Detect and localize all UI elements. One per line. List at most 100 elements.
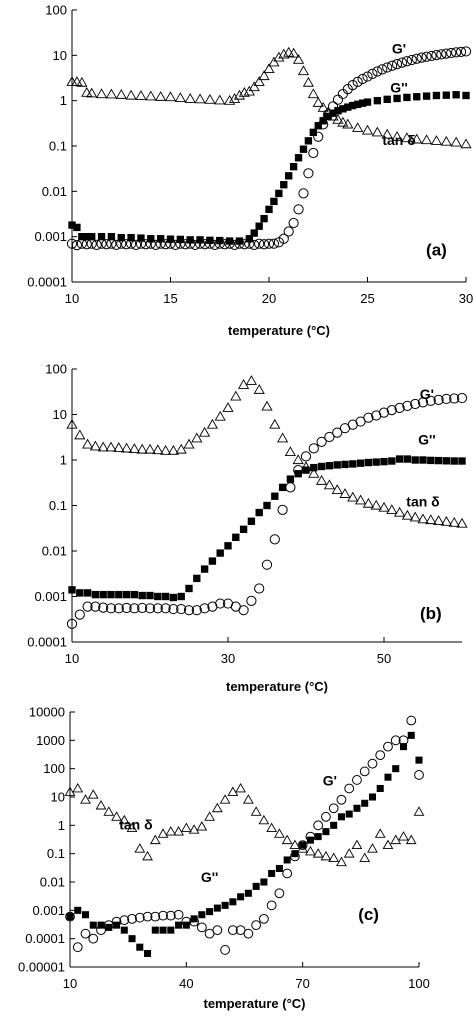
data-point-triangle xyxy=(111,811,122,821)
data-point-square xyxy=(161,592,170,601)
data-point-triangle xyxy=(391,131,403,141)
data-point-triangle xyxy=(228,93,241,103)
data-point-triangle xyxy=(222,402,234,412)
data-point-square xyxy=(329,109,337,117)
data-point-circle xyxy=(332,427,343,438)
data-point-triangle xyxy=(97,441,109,452)
data-point-circle xyxy=(431,50,442,61)
data-point-circle xyxy=(170,239,181,250)
data-point-triangle xyxy=(80,794,91,804)
data-point-circle xyxy=(375,750,386,761)
data-point-triangle xyxy=(315,475,328,485)
data-point-circle xyxy=(90,601,101,612)
data-point-circle xyxy=(121,239,132,250)
data-point-square xyxy=(166,235,175,243)
y-tick-label: 0.01 xyxy=(42,184,67,199)
y-tick-label: 0.1 xyxy=(49,139,67,154)
data-point-triangle xyxy=(126,822,138,832)
data-point-triangle xyxy=(440,515,453,526)
series-label: tan δ xyxy=(382,132,415,148)
series-open-circle xyxy=(66,46,472,251)
y-tick-label: 10000 xyxy=(29,705,65,720)
data-point-triangle xyxy=(336,856,347,867)
y-tick-label: 1000 xyxy=(36,733,65,748)
data-point-square xyxy=(384,773,392,781)
data-point-triangle xyxy=(323,479,336,490)
data-point-circle xyxy=(372,66,383,77)
data-point-square xyxy=(120,926,128,934)
data-point-circle xyxy=(401,56,412,67)
data-point-square xyxy=(363,98,372,106)
data-point-square xyxy=(89,921,97,929)
data-point-circle xyxy=(377,64,388,75)
data-point-triangle xyxy=(72,782,84,793)
y-tick-label: 0.0001 xyxy=(25,931,65,946)
data-point-triangle xyxy=(322,106,334,117)
data-point-triangle xyxy=(230,390,242,401)
data-point-triangle xyxy=(196,821,208,831)
data-point-circle xyxy=(238,605,249,616)
data-point-square xyxy=(419,456,427,464)
data-point-triangle xyxy=(134,843,146,853)
data-point-triangle xyxy=(297,843,309,853)
data-point-square xyxy=(265,205,273,214)
data-point-square xyxy=(200,565,209,573)
data-point-triangle xyxy=(339,488,351,498)
y-tick-label: 10 xyxy=(51,790,65,805)
data-point-square xyxy=(151,926,159,934)
data-point-square xyxy=(186,236,194,244)
data-point-square xyxy=(206,236,214,245)
data-point-triangle xyxy=(71,76,83,86)
data-point-circle xyxy=(357,73,368,85)
data-point-square xyxy=(73,223,81,232)
data-point-square xyxy=(275,864,283,873)
data-point-square xyxy=(270,197,278,206)
data-point-square xyxy=(450,457,458,465)
data-point-triangle xyxy=(361,124,374,135)
data-point-square xyxy=(411,456,419,464)
data-point-circle xyxy=(180,239,191,250)
data-point-square xyxy=(117,233,125,242)
data-point-circle xyxy=(111,239,122,250)
data-point-circle xyxy=(80,928,91,939)
data-point-square xyxy=(427,456,435,465)
data-point-square xyxy=(361,799,369,807)
data-point-triangle xyxy=(386,504,398,514)
data-point-circle xyxy=(411,53,422,64)
data-point-circle xyxy=(134,912,145,923)
data-point-square xyxy=(250,229,258,237)
data-point-triangle xyxy=(300,461,312,472)
data-point-square xyxy=(221,901,229,909)
data-point-square xyxy=(235,237,244,245)
data-point-square xyxy=(78,232,86,241)
data-point-triangle xyxy=(370,499,382,510)
data-point-triangle xyxy=(227,786,239,796)
series-open-triangle xyxy=(64,782,425,867)
data-point-square xyxy=(344,103,352,111)
data-point-square xyxy=(353,804,361,812)
data-point-circle xyxy=(190,239,201,250)
data-point-square xyxy=(304,137,313,145)
data-point-square xyxy=(198,911,206,919)
data-point-circle xyxy=(332,94,344,105)
panel-label: (a) xyxy=(426,241,447,260)
data-point-square xyxy=(260,214,268,223)
series-label: G'' xyxy=(201,869,219,885)
data-point-circle xyxy=(66,618,78,629)
data-point-square xyxy=(260,878,268,886)
data-point-square xyxy=(245,235,253,243)
data-point-triangle xyxy=(198,426,211,437)
data-point-triangle xyxy=(238,86,250,97)
data-point-square xyxy=(105,923,113,931)
data-point-circle xyxy=(460,46,472,57)
data-point-square xyxy=(76,589,84,597)
data-point-triangle xyxy=(352,122,364,133)
data-point-square xyxy=(176,235,185,244)
data-point-triangle xyxy=(289,839,301,850)
data-point-circle xyxy=(165,910,176,921)
data-point-triangle xyxy=(390,834,402,845)
data-point-circle xyxy=(199,603,210,614)
data-point-square xyxy=(294,154,303,162)
data-point-circle xyxy=(266,900,277,911)
